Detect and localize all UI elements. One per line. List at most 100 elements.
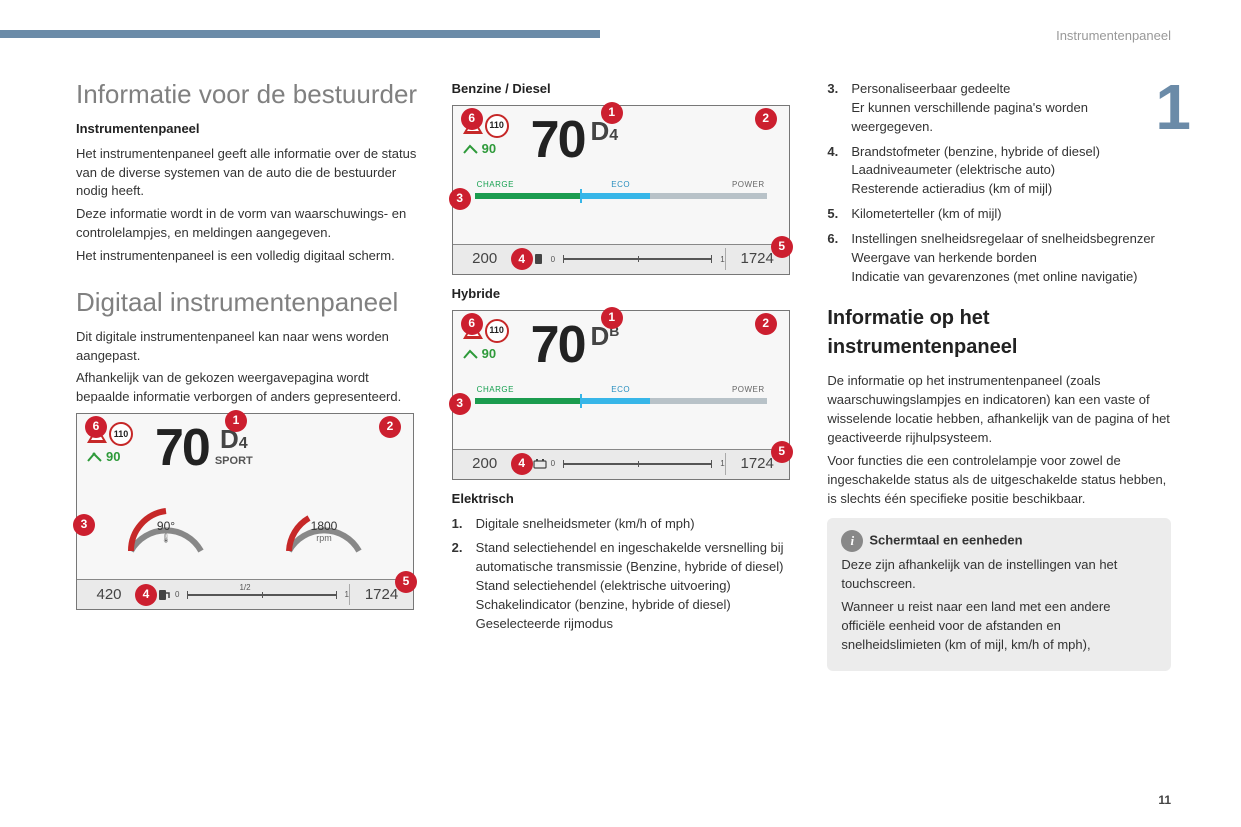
cluster-hybride: 6 1 2 110 90 70	[452, 310, 790, 480]
list-text: Stand selectiehendel en ingeschakelde ve…	[476, 539, 796, 633]
fuel-pump-icon	[533, 252, 547, 266]
label-elektrisch: Elektrisch	[452, 490, 796, 509]
list-text: Brandstofmeter (benzine, hybride of dies…	[851, 143, 1100, 200]
para: De informatie op het instrumentenpaneel …	[827, 372, 1171, 447]
callout-badge-5: 5	[395, 571, 417, 593]
fuel-zero: 0	[551, 254, 555, 266]
fuel-zero: 0	[175, 589, 179, 601]
para: Het instrumentenpaneel geeft alle inform…	[76, 145, 420, 202]
heading-digital-panel: Digitaal instrumentenpaneel	[76, 288, 420, 318]
temp-icon: 🌡	[116, 532, 216, 545]
cruise-speed: 90	[106, 448, 120, 467]
callout-badge-2: 2	[379, 416, 401, 438]
content-columns: Informatie voor de bestuurder Instrument…	[76, 80, 1171, 671]
callout-badge-1: 1	[601, 102, 623, 124]
callout-badge-5: 5	[771, 236, 793, 258]
para: Het instrumentenpaneel is een volledig d…	[76, 247, 420, 266]
fuel-pump-icon	[157, 588, 171, 602]
battery-icon	[533, 457, 547, 471]
drive-mode: SPORT	[215, 454, 253, 470]
list-num: 5.	[827, 205, 843, 224]
label-charge: CHARGE	[477, 384, 573, 396]
info-title: Schermtaal en eenheden	[869, 533, 1022, 548]
subheading-instrumentenpaneel: Instrumentenpaneel	[76, 120, 420, 139]
list-num: 4.	[827, 143, 843, 200]
label-power: POWER	[669, 179, 765, 191]
para: Voor functies die een controlelampje voo…	[827, 452, 1171, 509]
label-benzine-diesel: Benzine / Diesel	[452, 80, 796, 99]
power-flow-bar	[475, 398, 767, 404]
rpm-gauge: 1800 rpm	[274, 496, 374, 566]
header-section: Instrumentenpaneel	[1056, 28, 1171, 43]
info-icon: i	[841, 530, 863, 552]
temp-gauge: 90° 🌡	[116, 496, 216, 566]
callout-badge-3: 3	[449, 188, 471, 210]
label-eco: ECO	[573, 384, 669, 396]
range-value: 200	[453, 248, 517, 270]
list-text: Kilometerteller (km of mijl)	[851, 205, 1001, 224]
list-text: Digitale snelheidsmeter (km/h of mph)	[476, 515, 695, 534]
callout-badge-1: 1	[601, 307, 623, 329]
speedometer-value: 70	[155, 422, 209, 474]
cruise-speed: 90	[482, 140, 496, 159]
fuel-gauge-bar	[563, 258, 712, 260]
list-num: 3.	[827, 80, 843, 137]
callout-list-continued: 3. Personaliseerbaar gedeelteEr kunnen v…	[827, 80, 1171, 286]
cruise-icon	[463, 143, 479, 155]
charge-gauge-bar	[563, 463, 712, 465]
info-para: Deze zijn afhankelijk van de instellinge…	[841, 556, 1157, 594]
callout-badge-1: 1	[225, 410, 247, 432]
label-eco: ECO	[573, 179, 669, 191]
gear-number: 4	[239, 436, 248, 452]
callout-badge-6: 6	[461, 108, 483, 130]
para: Deze informatie wordt in de vorm van waa…	[76, 205, 420, 243]
rpm-unit: rpm	[274, 532, 374, 545]
column-1: Informatie voor de bestuurder Instrument…	[76, 80, 420, 671]
cluster-benzine-diesel: 6 1 2 110 90 70	[452, 105, 790, 275]
page-number: 11	[1158, 793, 1171, 807]
speedometer-value: 70	[531, 114, 585, 166]
power-flow-bar	[475, 193, 767, 199]
cluster-sport: 6 1 2 110 90 70	[76, 413, 414, 610]
para: Dit digitale instrumentenpaneel kan naar…	[76, 328, 420, 366]
fuel-gauge-bar	[187, 594, 336, 596]
para: Afhankelijk van de gekozen weergavepagin…	[76, 369, 420, 407]
callout-badge-6: 6	[461, 313, 483, 335]
heading-info-panel: Informatie op het instrumentenpaneel	[827, 304, 1171, 362]
fuel-zero: 0	[551, 458, 555, 470]
column-2: Benzine / Diesel 6 1 2 110 90	[452, 80, 796, 671]
callout-badge-3: 3	[449, 393, 471, 415]
callout-badge-4: 4	[511, 453, 533, 475]
cruise-icon	[463, 348, 479, 360]
range-value: 420	[77, 584, 141, 606]
list-text: Personaliseerbaar gedeelteEr kunnen vers…	[851, 80, 1171, 137]
label-hybride: Hybride	[452, 285, 796, 304]
callout-badge-6: 6	[85, 416, 107, 438]
callout-badge-3: 3	[73, 514, 95, 536]
speed-limit-sign: 110	[485, 114, 509, 138]
range-value: 200	[453, 453, 517, 475]
speedometer-value: 70	[531, 319, 585, 371]
list-num: 6.	[827, 230, 843, 287]
callout-badge-4: 4	[135, 584, 157, 606]
speed-limit-sign: 110	[485, 319, 509, 343]
list-num: 1.	[452, 515, 468, 534]
cruise-speed: 90	[482, 345, 496, 364]
info-note-box: i Schermtaal en eenheden Deze zijn afhank…	[827, 518, 1171, 670]
callout-list: 1.Digitale snelheidsmeter (km/h of mph) …	[452, 515, 796, 634]
list-text: Instellingen snelheidsregelaar of snelhe…	[851, 230, 1155, 287]
cruise-icon	[87, 451, 103, 463]
column-3: 3. Personaliseerbaar gedeelteEr kunnen v…	[827, 80, 1171, 671]
callout-badge-2: 2	[755, 313, 777, 335]
top-accent-bar	[0, 30, 600, 38]
callout-badge-2: 2	[755, 108, 777, 130]
callout-badge-5: 5	[771, 441, 793, 463]
speed-limit-sign: 110	[109, 422, 133, 446]
list-num: 2.	[452, 539, 468, 633]
fuel-half: 1/2	[239, 582, 250, 594]
label-charge: CHARGE	[477, 179, 573, 191]
gear-number: 4	[609, 128, 618, 144]
callout-badge-4: 4	[511, 248, 533, 270]
heading-info-driver: Informatie voor de bestuurder	[76, 80, 420, 110]
label-power: POWER	[669, 384, 765, 396]
